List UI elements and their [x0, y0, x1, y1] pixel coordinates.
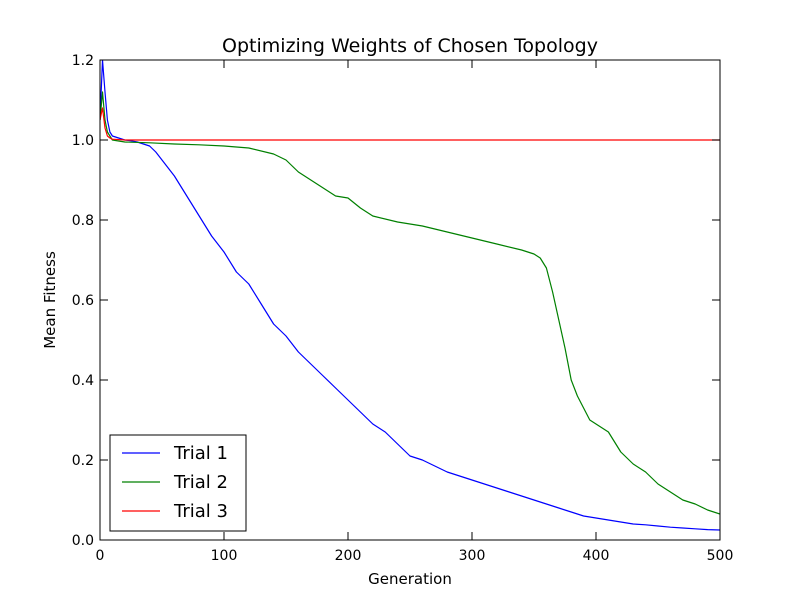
- legend-label-2: Trial 2: [173, 472, 228, 493]
- x-tick-label: 400: [583, 548, 610, 564]
- x-tick-label: 300: [459, 548, 486, 564]
- series-line-1: [100, 60, 720, 531]
- legend-label-3: Trial 3: [173, 501, 228, 522]
- y-axis-label: Mean Fitness: [41, 251, 59, 349]
- legend-box: [109, 434, 247, 532]
- legend-label-1: Trial 1: [173, 443, 228, 464]
- y-tick-label: 0.4: [72, 373, 94, 389]
- series-line-2: [100, 91, 720, 515]
- y-tick-label: 0.8: [72, 213, 94, 229]
- series-group: [100, 60, 720, 531]
- x-axis-ticks: 0 100 200 300 400 500: [96, 60, 734, 564]
- x-tick-label: 500: [707, 548, 734, 564]
- y-tick-label: 1.2: [72, 53, 94, 69]
- y-axis-ticks: 0.0 0.2 0.4 0.6 0.8 1.0 1.2: [72, 53, 720, 549]
- y-tick-label: 0.0: [72, 533, 94, 549]
- y-tick-label: 0.6: [72, 293, 94, 309]
- y-tick-label: 0.2: [72, 453, 94, 469]
- x-axis-label: Generation: [368, 570, 452, 588]
- legend: Trial 1 Trial 2 Trial 3: [109, 434, 247, 532]
- y-tick-label: 1.0: [72, 133, 94, 149]
- x-tick-label: 0: [96, 548, 105, 564]
- x-tick-label: 100: [211, 548, 238, 564]
- series-line-3: [100, 107, 720, 141]
- x-tick-label: 200: [335, 548, 362, 564]
- chart-title: Optimizing Weights of Chosen Topology: [222, 35, 598, 57]
